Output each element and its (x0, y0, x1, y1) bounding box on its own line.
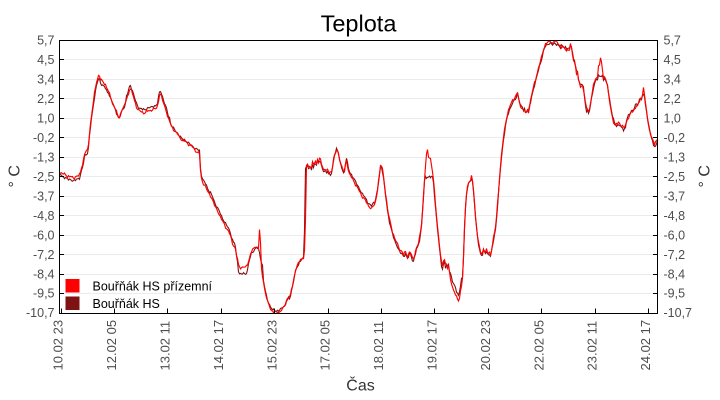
svg-text:22.02 05: 22.02 05 (531, 320, 546, 371)
svg-text:1,0: 1,0 (37, 112, 54, 126)
svg-text:3,4: 3,4 (664, 73, 681, 87)
svg-text:-10,7: -10,7 (26, 306, 55, 320)
svg-text:-4,8: -4,8 (33, 209, 55, 223)
svg-text:-6,0: -6,0 (33, 228, 55, 242)
svg-text:-6,0: -6,0 (664, 228, 686, 242)
svg-text:-3,7: -3,7 (33, 189, 55, 203)
svg-text:-3,7: -3,7 (664, 189, 686, 203)
svg-text:14.02 17: 14.02 17 (211, 320, 226, 371)
svg-text:-9,5: -9,5 (664, 287, 686, 301)
svg-text:-0,2: -0,2 (664, 131, 686, 145)
svg-text:3,4: 3,4 (37, 73, 54, 87)
svg-text:19.02 17: 19.02 17 (425, 320, 440, 371)
svg-text:-2,5: -2,5 (33, 170, 55, 184)
svg-text:18.02 11: 18.02 11 (371, 321, 386, 371)
svg-text:° C: ° C (697, 165, 714, 187)
svg-text:-7,2: -7,2 (664, 248, 686, 262)
svg-text:° C: ° C (7, 165, 24, 187)
svg-text:13.02 11: 13.02 11 (158, 321, 173, 371)
svg-text:Teplota: Teplota (321, 11, 398, 37)
svg-text:4,5: 4,5 (37, 53, 54, 67)
svg-text:23.02 11: 23.02 11 (585, 321, 600, 371)
svg-text:-7,2: -7,2 (33, 248, 55, 262)
svg-text:4,5: 4,5 (664, 53, 681, 67)
svg-text:-0,2: -0,2 (33, 131, 55, 145)
svg-text:1,0: 1,0 (664, 112, 681, 126)
svg-text:-8,4: -8,4 (33, 267, 55, 281)
svg-text:Bouřňák HS: Bouřňák HS (93, 297, 160, 311)
svg-text:-9,5: -9,5 (33, 287, 55, 301)
svg-text:-2,5: -2,5 (664, 170, 686, 184)
svg-text:15.02 23: 15.02 23 (264, 320, 279, 371)
svg-text:Čas: Čas (346, 376, 374, 395)
svg-text:Bouřňák HS přízemní: Bouřňák HS přízemní (93, 280, 213, 294)
svg-text:-8,4: -8,4 (664, 267, 686, 281)
svg-text:17.02 05: 17.02 05 (318, 320, 333, 371)
svg-text:2,2: 2,2 (664, 92, 681, 106)
svg-text:10.02 23: 10.02 23 (51, 320, 66, 371)
svg-text:-4,8: -4,8 (664, 209, 686, 223)
svg-text:-1,3: -1,3 (33, 151, 55, 165)
svg-text:-10,7: -10,7 (664, 306, 693, 320)
svg-text:5,7: 5,7 (664, 34, 681, 48)
svg-text:24.02 17: 24.02 17 (638, 320, 653, 371)
svg-text:5,7: 5,7 (37, 34, 54, 48)
svg-text:12.02 05: 12.02 05 (104, 320, 119, 371)
svg-text:-1,3: -1,3 (664, 151, 686, 165)
svg-text:2,2: 2,2 (37, 92, 54, 106)
svg-text:20.02 23: 20.02 23 (478, 320, 493, 371)
